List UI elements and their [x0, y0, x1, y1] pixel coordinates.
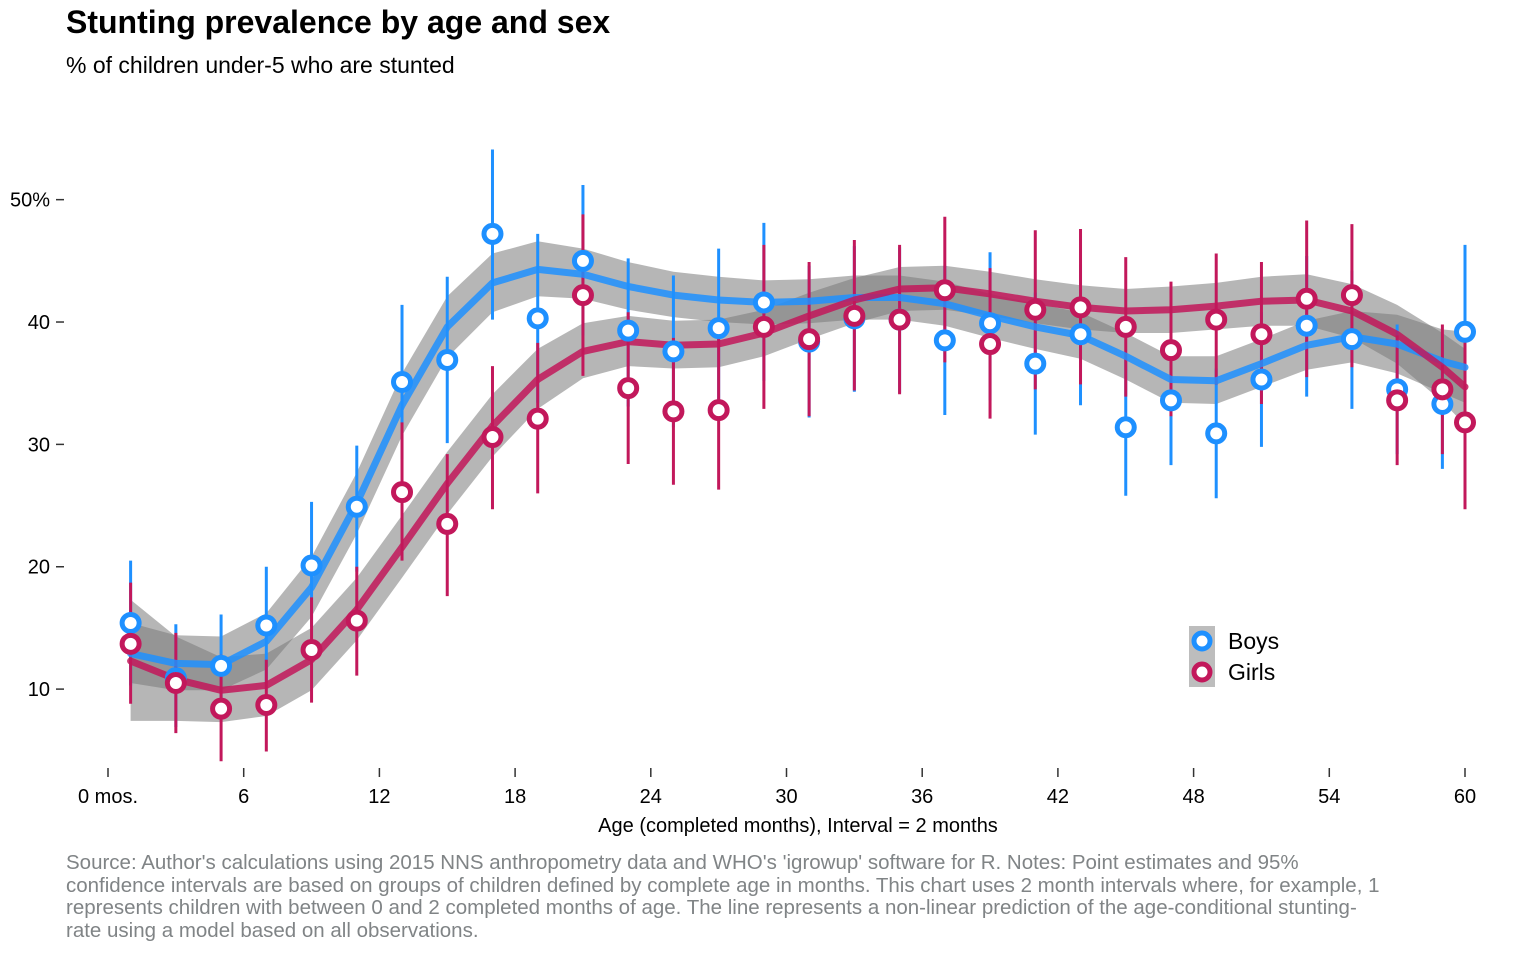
x-tick-label: 36	[911, 786, 933, 808]
chart-subtitle: % of children under-5 who are stunted	[66, 52, 455, 78]
data-point	[707, 317, 730, 340]
data-point	[119, 612, 142, 635]
data-point	[933, 329, 956, 352]
data-point	[300, 638, 323, 661]
x-tick-label: 12	[368, 786, 390, 808]
data-point	[1454, 411, 1476, 434]
data-point	[345, 495, 368, 518]
data-point	[481, 222, 504, 245]
x-tick-label: 6	[238, 786, 249, 808]
data-point	[1159, 339, 1182, 362]
x-tick-label: 48	[1182, 786, 1204, 808]
confidence-band-girls	[130, 265, 1466, 723]
x-axis-title: Age (completed months), Interval = 2 mon…	[598, 815, 998, 837]
x-tick-label: 54	[1318, 786, 1340, 808]
y-tick-label: 50%	[10, 190, 50, 212]
data-point	[300, 554, 323, 577]
data-point	[119, 632, 142, 655]
data-point	[1114, 416, 1137, 439]
x-tick-label: 24	[640, 786, 662, 808]
data-point	[481, 426, 504, 449]
y-tick-label: 20	[28, 557, 50, 579]
data-point	[798, 328, 821, 351]
data-point	[662, 400, 685, 423]
chart-title: Stunting prevalence by age and sex	[66, 4, 611, 40]
data-point	[1024, 352, 1047, 375]
data-point	[617, 377, 640, 400]
data-point	[1205, 308, 1228, 331]
x-tick-label: 18	[504, 786, 526, 808]
x-axis: 0 mos. 6 12 18 24 30 36 42 48 54 60 Age (completed …	[78, 768, 1476, 837]
data-point	[436, 348, 459, 371]
data-point	[1069, 323, 1092, 346]
legend-label-girls: Girls	[1228, 659, 1275, 685]
data-point	[526, 407, 549, 430]
legend-label-boys: Boys	[1228, 628, 1279, 654]
data-point	[255, 694, 278, 717]
data-point	[1340, 328, 1363, 351]
data-point	[1431, 378, 1454, 401]
data-point	[617, 319, 640, 342]
data-point	[345, 609, 368, 632]
confidence-band-boys	[130, 241, 1466, 691]
x-tick-label: 60	[1454, 786, 1476, 808]
data-point	[1386, 389, 1409, 412]
data-point	[1250, 323, 1273, 346]
data-point	[255, 614, 278, 637]
data-point	[526, 307, 549, 330]
legend: Boys Girls	[1189, 626, 1279, 687]
data-point	[436, 512, 459, 535]
data-point	[707, 399, 730, 422]
data-point	[979, 333, 1002, 356]
data-point	[933, 279, 956, 302]
data-point	[1114, 315, 1137, 338]
data-point	[1295, 314, 1318, 337]
data-point	[571, 249, 594, 272]
data-point	[1024, 298, 1047, 321]
data-point	[662, 340, 685, 363]
legend-key-girls	[1191, 661, 1213, 683]
y-tick-label: 40	[28, 312, 50, 334]
data-point	[752, 291, 775, 314]
source-note: Source: Author's calculations using 2015…	[66, 851, 1380, 942]
data-point	[391, 481, 414, 504]
data-point	[888, 308, 911, 331]
x-tick-label: 42	[1047, 786, 1069, 808]
data-point	[1250, 368, 1273, 391]
data-point	[1069, 296, 1092, 319]
legend-key-boys	[1191, 630, 1213, 652]
data-point	[571, 284, 594, 307]
y-axis: 10 20 30 40 50%	[10, 190, 64, 701]
data-point	[752, 315, 775, 338]
data-point	[979, 312, 1002, 335]
data-point	[1340, 284, 1363, 307]
points-girls	[119, 279, 1476, 720]
data-point	[164, 671, 187, 694]
y-tick-label: 10	[28, 679, 50, 701]
data-point	[210, 654, 233, 677]
data-point	[843, 304, 866, 327]
data-point	[391, 370, 414, 393]
x-tick-label: 0 mos.	[78, 786, 138, 808]
y-tick-label: 30	[28, 434, 50, 456]
data-point	[1159, 389, 1182, 412]
data-point	[1295, 287, 1318, 310]
data-point	[1205, 422, 1228, 445]
data-point	[1454, 320, 1476, 343]
data-point	[210, 697, 233, 720]
x-tick-label: 30	[775, 786, 797, 808]
